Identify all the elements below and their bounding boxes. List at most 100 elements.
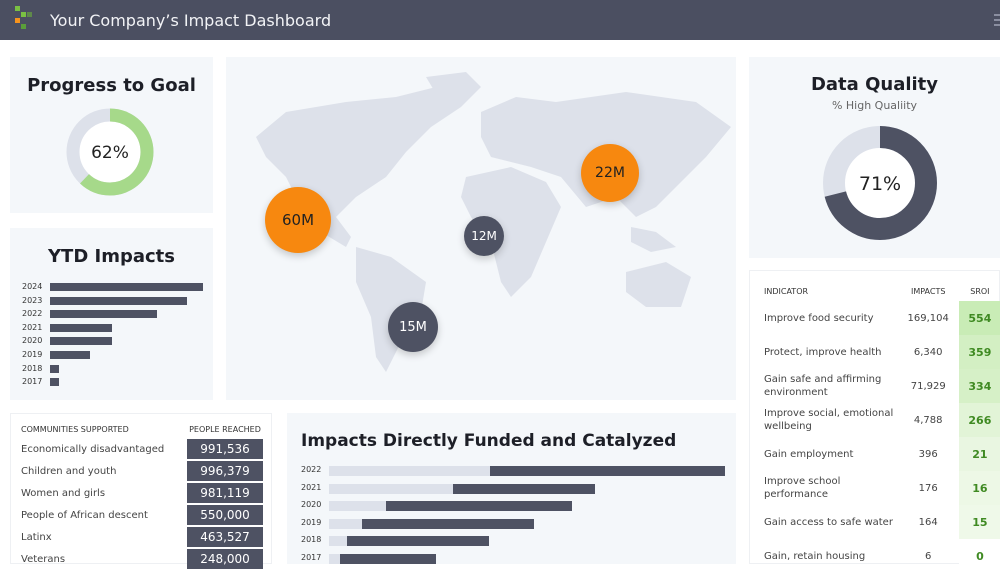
impacts-value: 6: [925, 550, 932, 562]
ytd-bar: [50, 337, 112, 346]
funded-bar: [329, 553, 341, 564]
ytd-year-label: 2021: [22, 322, 43, 332]
funded-year-label: 2018: [301, 535, 322, 544]
ytd-bar: [50, 351, 90, 359]
sroi-value: 554: [958, 301, 1000, 335]
indonesia: [631, 227, 676, 252]
funded-bar: [329, 466, 491, 476]
ytd-bar: [50, 283, 203, 291]
table-header: INDICATOR IMPACTS SROI: [750, 281, 1000, 301]
map-bubble-15M[interactable]: 15M: [388, 302, 438, 352]
funded-year-label: 2021: [301, 482, 322, 492]
indicator-name: Protect, improve health: [764, 346, 882, 358]
table-row: Protect, improve health 6,340 359: [750, 335, 1000, 369]
ytd-year-label: 2022: [22, 309, 43, 319]
indicators-card: INDICATOR IMPACTS SROI Improve food securit…: [749, 270, 1000, 573]
funded-bar: [329, 536, 347, 546]
ytd-year-label: 2018: [22, 363, 43, 373]
funded-card: Impacts Directly Funded and Catalyzed 20…: [287, 413, 736, 564]
progress-card: Progress to Goal 62%: [10, 57, 213, 213]
people-cell: 463,527: [179, 526, 271, 548]
donut-fill: [823, 126, 937, 240]
impacts-value: 396: [918, 448, 938, 460]
people-cell: 981,119: [179, 482, 271, 504]
community-name: Veterans: [21, 553, 66, 565]
catalyzed-bar: [452, 483, 596, 494]
indicator-name: Improve social, emotional wellbeing: [764, 408, 894, 432]
header: Your Company’s Impact Dashboard: [0, 0, 1000, 40]
funded-year-label: 2022: [301, 465, 322, 474]
indicator-name: Gain, retain housing: [764, 550, 866, 562]
impacts-value: 176: [918, 482, 938, 494]
sroi-value: 15: [958, 505, 1000, 539]
australia: [626, 262, 691, 307]
column-header: SROI: [970, 286, 990, 296]
catalyzed-bar: [362, 518, 535, 529]
sroi-value: 16: [958, 471, 1000, 505]
communities-card: COMMUNITIES SUPPORTED PEOPLE REACHED Econo…: [10, 413, 272, 569]
people-reached-value: 463,527: [187, 527, 263, 547]
table-row: Improve social, emotional wellbeing 4,788…: [750, 403, 1000, 437]
table-row: Veterans 248,000: [11, 548, 271, 570]
ytd-title: YTD Impacts: [48, 246, 175, 267]
donut-fill: [66, 108, 154, 196]
funded-bar: [329, 518, 363, 529]
quality-subtitle: % High Qualiity: [831, 99, 918, 112]
community-name: Latinx: [21, 531, 52, 543]
greenland: [426, 72, 481, 107]
community-name: Women and girls: [21, 487, 106, 499]
people-reached-value: 248,000: [187, 549, 263, 569]
people-cell: 550,000: [179, 504, 271, 526]
people-reached-value: 996,379: [187, 461, 263, 481]
ytd-year-label: 2017: [22, 377, 43, 387]
table-row: Gain safe and affirming environment 71,92…: [750, 369, 1000, 403]
south-america: [356, 247, 426, 372]
ytd-bar: [50, 378, 59, 387]
sroi-value: 359: [958, 335, 1000, 369]
catalyzed-bar: [386, 501, 573, 511]
progress-donut: 62%: [66, 108, 154, 196]
map-card: 60M 22M 12M 15M: [226, 57, 736, 400]
map-bubble-12M[interactable]: 12M: [464, 216, 504, 256]
funded-year-label: 2020: [301, 500, 322, 509]
sroi-value: 334: [958, 369, 1000, 403]
impacts-value: 71,929: [910, 380, 946, 392]
community-name: Economically disadvantaged: [21, 443, 165, 455]
ytd-bar: [50, 296, 187, 305]
dashboard-title: Your Company’s Impact Dashboard: [50, 10, 332, 30]
sroi-value: 0: [958, 539, 1000, 573]
ytd-year-label: 2020: [22, 336, 43, 346]
indicator-name: Improve school performance: [764, 476, 841, 500]
map-bubble-60M[interactable]: 60M: [265, 187, 331, 253]
column-header: PEOPLE REACHED: [189, 424, 261, 434]
column-header: INDICATOR: [764, 286, 809, 296]
africa: [461, 167, 561, 297]
table-row: Gain employment 396 21: [750, 437, 1000, 471]
indicator-name: Gain safe and affirming environment: [764, 374, 882, 398]
table-header: COMMUNITIES SUPPORTED PEOPLE REACHED: [11, 420, 271, 438]
catalyzed-bar: [346, 536, 489, 546]
table-row: Women and girls 981,119: [11, 482, 271, 504]
map-bubble-22M[interactable]: 22M: [581, 144, 639, 202]
table-row: Improve school performance 176 16: [750, 471, 1000, 505]
sroi-value: 266: [958, 403, 1000, 437]
table-row: Gain access to safe water 164 15: [750, 505, 1000, 539]
ytd-year-label: 2019: [22, 350, 43, 359]
menu-icon[interactable]: [994, 14, 1000, 26]
ytd-bar: [50, 310, 157, 319]
column-header: COMMUNITIES SUPPORTED: [21, 424, 129, 434]
indicator-name: Improve food security: [764, 312, 874, 324]
funded-year-label: 2017: [301, 552, 322, 562]
catalyzed-bar: [490, 466, 725, 476]
ytd-bar: [50, 323, 112, 332]
indicators-grid: INDICATOR IMPACTS SROI Improve food securit…: [750, 281, 1000, 573]
indicator-name: Gain employment: [764, 448, 854, 460]
table-row: Gain, retain housing 6 0: [750, 539, 1000, 573]
communities-grid: COMMUNITIES SUPPORTED PEOPLE REACHED Econo…: [11, 420, 271, 570]
progress-value: 62%: [91, 143, 129, 163]
impacts-value: 164: [918, 516, 938, 528]
funded-title: Impacts Directly Funded and Catalyzed: [301, 431, 677, 451]
impacts-value: 6,340: [913, 346, 943, 358]
ytd-card: YTD Impacts 2024 2023 2022 2021 2020 2019 2018…: [10, 228, 213, 400]
funded-bar: [329, 501, 387, 511]
